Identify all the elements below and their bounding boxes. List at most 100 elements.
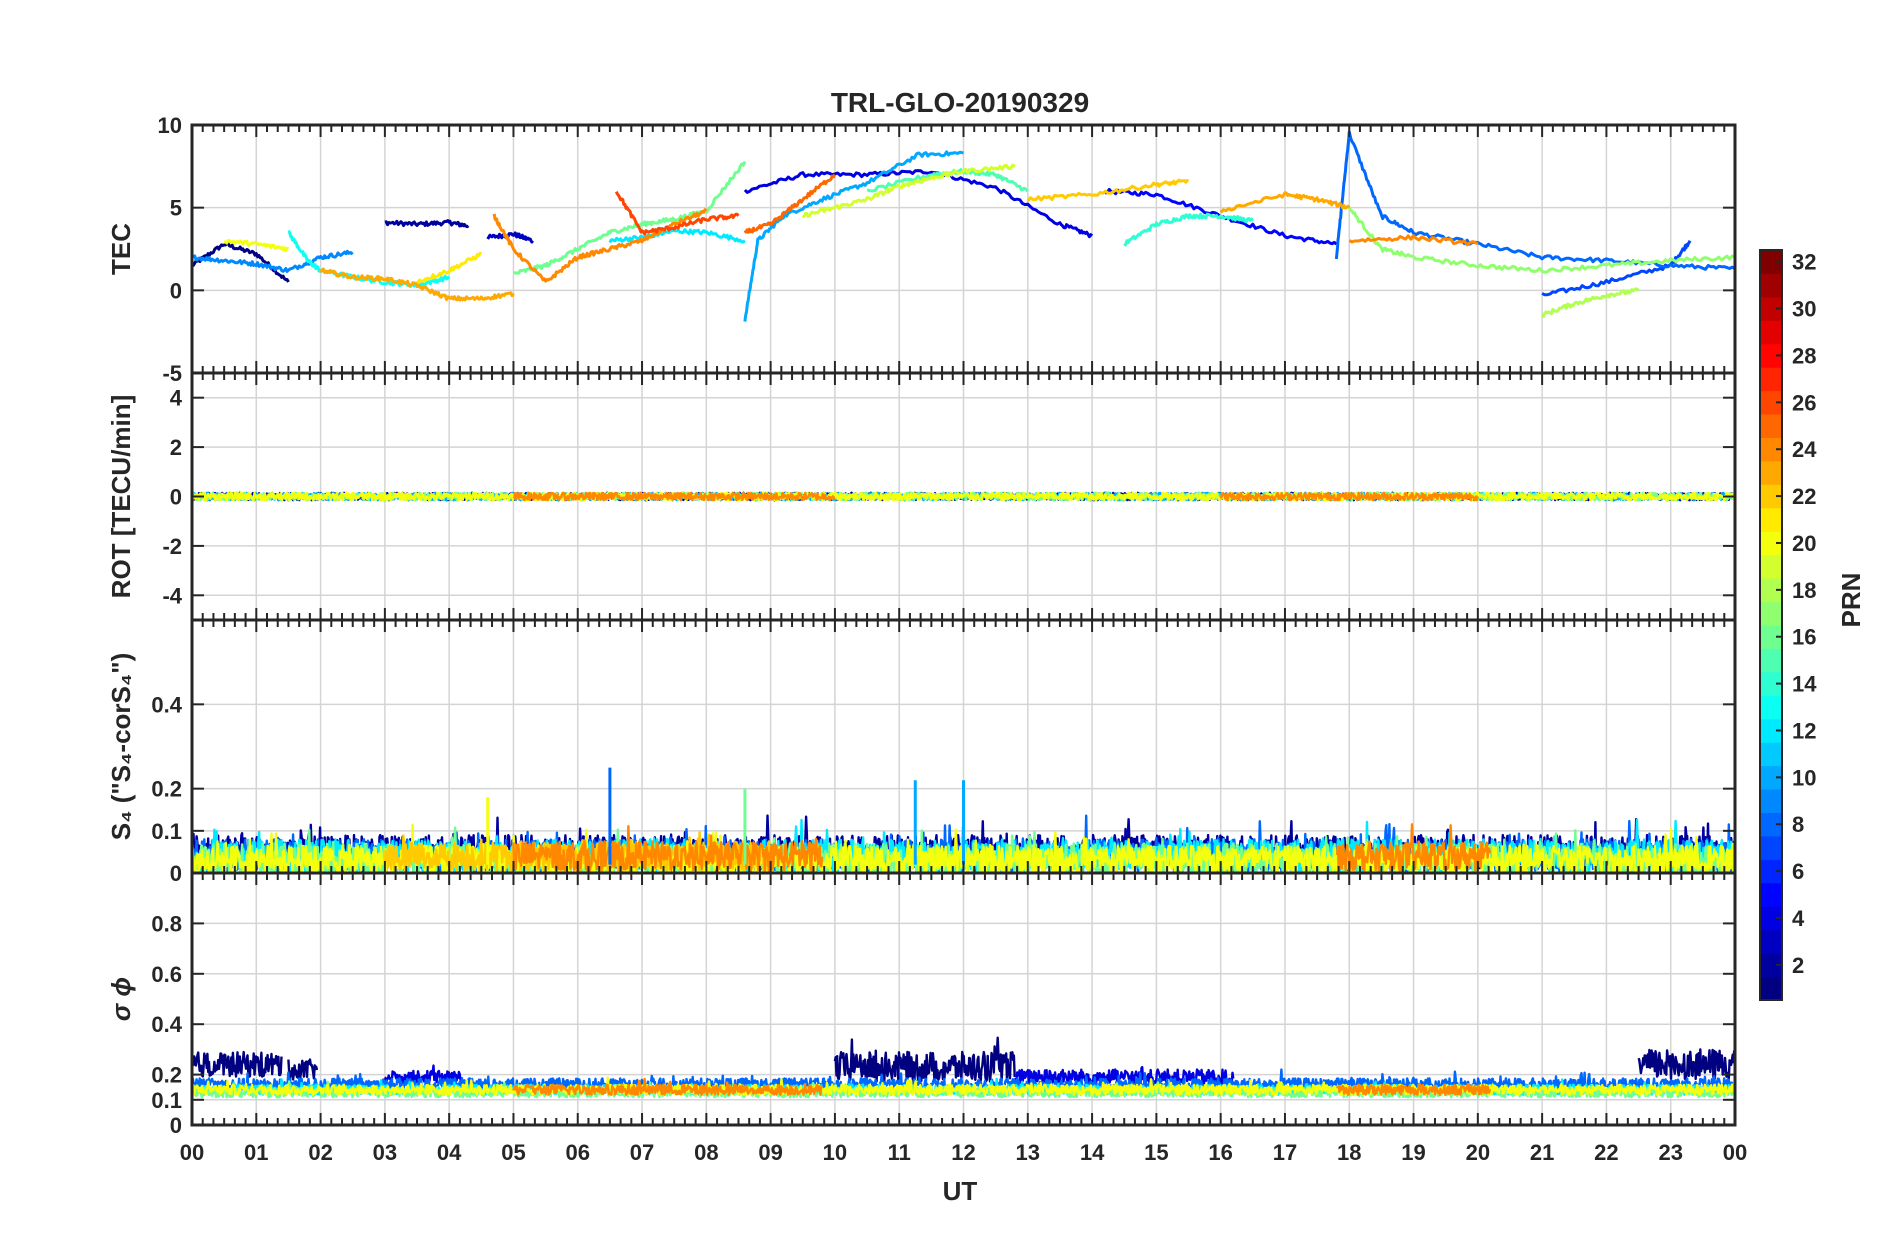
- y-tick-label: 0.4: [151, 1012, 182, 1037]
- series-line-prn-1: [833, 1036, 1016, 1083]
- colorbar-segment: [1760, 507, 1782, 532]
- series-line-prn-23: [319, 267, 515, 302]
- x-tick-label: 12: [951, 1140, 975, 1165]
- series-line-prn-17: [1347, 206, 1735, 274]
- series-line-prn-15: [866, 168, 1029, 193]
- colorbar-tick-label: 16: [1792, 625, 1816, 650]
- x-tick-label: 04: [437, 1140, 462, 1165]
- colorbar-segment: [1760, 929, 1782, 954]
- x-tick-label: 10: [823, 1140, 847, 1165]
- x-tick-label: 20: [1466, 1140, 1490, 1165]
- series-line-prn-1: [287, 1058, 319, 1081]
- x-tick-label: 09: [758, 1140, 782, 1165]
- colorbar-tick-label: 22: [1792, 484, 1816, 509]
- x-tick-label: 23: [1658, 1140, 1682, 1165]
- series-line-prn-19: [801, 163, 1016, 219]
- series-line-prn-24: [512, 825, 824, 872]
- series-line-prn-25: [743, 173, 837, 234]
- colorbar-segment: [1760, 343, 1782, 368]
- x-tick-label: 00: [1723, 1140, 1747, 1165]
- colorbar-tick-label: 4: [1792, 906, 1805, 931]
- colorbar-segment: [1760, 906, 1782, 931]
- colorbar-segment: [1760, 812, 1782, 837]
- colorbar-segment: [1760, 835, 1782, 860]
- series-line-prn-9: [192, 249, 354, 273]
- series-line-prn-24: [1335, 823, 1492, 873]
- y-tick-label: 0.1: [151, 819, 182, 844]
- series-line-prn-3: [486, 231, 534, 244]
- x-tick-label: 13: [1016, 1140, 1040, 1165]
- series-line-prn-23: [1219, 191, 1351, 214]
- colorbar-label: PRN: [1836, 573, 1866, 628]
- x-tick-label: 22: [1594, 1140, 1618, 1165]
- colorbar-segment: [1760, 460, 1782, 485]
- panel-s4: 0 0.1 0.2 0.4 S₄ ("S₄-corS₄"): [106, 618, 1737, 886]
- colorbar-segment: [1760, 296, 1782, 321]
- colorbar-segment: [1760, 320, 1782, 345]
- colorbar-tick-label: 12: [1792, 718, 1816, 743]
- y-tick-label: 10: [158, 113, 182, 138]
- colorbar-segment: [1760, 484, 1782, 509]
- colorbar-segment: [1760, 859, 1782, 884]
- x-axis-label: UT: [943, 1176, 978, 1206]
- y-tick-label: -5: [162, 361, 182, 386]
- x-tick-label: 05: [501, 1140, 525, 1165]
- colorbar-tick-label: 30: [1792, 297, 1816, 322]
- y-tick-label: 5: [170, 196, 182, 221]
- panel-rot: -4 -2 0 2 4 ROT [TECU/min]: [106, 371, 1737, 622]
- y-tick-label: 0: [170, 278, 182, 303]
- colorbar-tick-label: 14: [1792, 672, 1817, 697]
- panel-sigma: 00.10.2 0.4 0.6 0.8 σ ϕ: [106, 871, 1737, 1138]
- series-line-prn-24: [1336, 1083, 1492, 1096]
- series-line-prn-18: [1540, 287, 1640, 319]
- x-tick-label: 15: [1144, 1140, 1168, 1165]
- series-line-prn-1: [192, 1050, 283, 1078]
- y-axis-label: ROT [TECU/min]: [106, 395, 136, 599]
- colorbar-segment: [1760, 437, 1782, 462]
- colorbar-tick-label: 8: [1792, 812, 1804, 837]
- colorbar-segment: [1760, 554, 1782, 579]
- x-tick-label: 16: [1208, 1140, 1232, 1165]
- colorbar-segment: [1760, 953, 1782, 978]
- colorbar-segment: [1760, 390, 1782, 415]
- series-line-prn-22: [1026, 178, 1190, 203]
- series-line-prn-24: [1348, 234, 1479, 247]
- series-group: [192, 1036, 1735, 1099]
- colorbar-tick-label: 32: [1792, 250, 1816, 275]
- colorbar-segment: [1760, 578, 1782, 603]
- y-tick-label: 0.8: [151, 911, 182, 936]
- series-line-prn-20: [223, 238, 290, 253]
- x-tick-label: 18: [1337, 1140, 1361, 1165]
- y-tick-label: 0.2: [151, 1063, 182, 1088]
- y-tick-label: 0.2: [151, 777, 182, 802]
- colorbar-tick-label: 18: [1792, 578, 1816, 603]
- series-line-prn-26: [614, 191, 740, 236]
- y-tick-label: 0.1: [151, 1088, 182, 1113]
- series-line-prn-4: [1013, 1066, 1235, 1086]
- series-line-prn-10: [743, 150, 964, 322]
- x-tick-label: 21: [1530, 1140, 1554, 1165]
- series-line-prn-4: [383, 1064, 464, 1085]
- colorbar-segment: [1760, 273, 1782, 298]
- colorbar-tick-label: 26: [1792, 390, 1816, 415]
- colorbar-tick-label: 2: [1792, 953, 1804, 978]
- series-line-prn-2: [384, 219, 470, 229]
- colorbar-tick-label: 6: [1792, 859, 1804, 884]
- y-tick-label: 0: [170, 861, 182, 886]
- series-line-prn-14: [1123, 212, 1255, 247]
- colorbar-segment: [1760, 789, 1782, 813]
- colorbar-segment: [1760, 671, 1782, 696]
- series-line-prn-4: [743, 169, 1094, 239]
- colorbar-segment: [1760, 882, 1782, 907]
- series-line-prn-20: [192, 491, 1735, 502]
- x-tick-label: 03: [373, 1140, 397, 1165]
- y-tick-label: -2: [162, 534, 182, 559]
- x-tick-label: 14: [1080, 1140, 1105, 1165]
- colorbar-frame: [1759, 249, 1783, 1001]
- x-tick-label: 17: [1273, 1140, 1297, 1165]
- y-tick-label: 4: [170, 386, 183, 411]
- x-tick-label: 19: [1401, 1140, 1425, 1165]
